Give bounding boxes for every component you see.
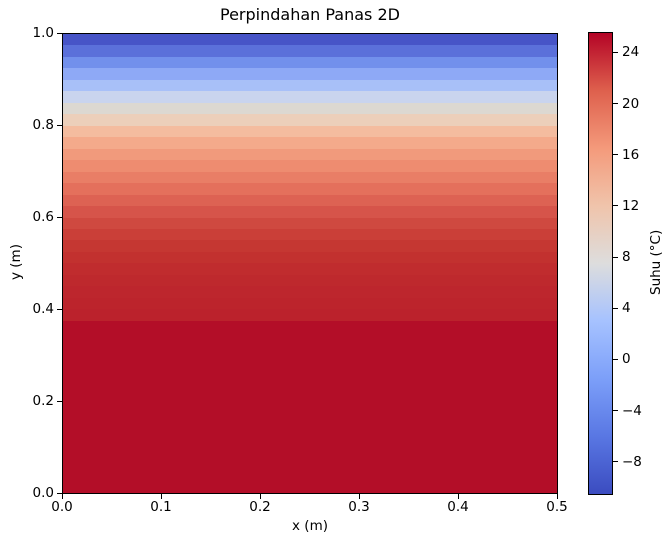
y-tick-mark <box>57 400 62 402</box>
colorbar-tick-mark <box>613 205 618 207</box>
heatmap-band <box>63 114 557 126</box>
x-tick-label: 0.0 <box>51 499 73 515</box>
colorbar-tick-label: 24 <box>622 44 640 61</box>
x-tick-mark <box>160 494 162 499</box>
heatmap-band <box>63 251 557 264</box>
colorbar-tick-label: 8 <box>622 249 631 266</box>
heatmap-band <box>63 309 557 321</box>
colorbar-tick-label: −4 <box>622 402 642 419</box>
y-tick-mark <box>57 216 62 218</box>
heatmap-band <box>63 263 557 275</box>
x-tick-mark <box>259 494 261 499</box>
y-axis-label: y (m) <box>8 244 24 280</box>
x-tick-label: 0.1 <box>150 499 172 515</box>
heatmap-band <box>63 45 557 57</box>
colorbar-tick-label: 4 <box>622 300 631 317</box>
y-tick-label: 0.4 <box>32 301 54 317</box>
y-tick-label: 0.0 <box>32 485 54 501</box>
heatmap-band <box>63 34 557 46</box>
heatmap-band <box>63 217 557 229</box>
colorbar-tick-label: −8 <box>622 453 642 470</box>
x-tick-label: 0.5 <box>546 499 568 515</box>
x-tick-label: 0.4 <box>447 499 469 515</box>
x-axis-label: x (m) <box>292 518 328 534</box>
colorbar-tick-label: 16 <box>622 146 640 163</box>
colorbar-tick-mark <box>613 358 618 360</box>
heatmap-band <box>63 297 557 310</box>
heatmap-band <box>63 56 557 69</box>
colorbar-tick-label: 20 <box>622 95 640 112</box>
x-tick-label: 0.2 <box>249 499 271 515</box>
y-tick-label: 0.8 <box>32 117 54 133</box>
heatmap-band <box>63 183 557 195</box>
heatmap-band <box>63 320 557 493</box>
heatmap-plot-area <box>62 33 558 494</box>
heatmap-band <box>63 68 557 80</box>
x-tick-mark <box>358 494 360 499</box>
heatmap-band <box>63 125 557 138</box>
y-tick-label: 0.2 <box>32 393 54 409</box>
heatmap-band <box>63 137 557 149</box>
colorbar-tick-mark <box>613 51 618 53</box>
y-tick-label: 1.0 <box>32 25 54 41</box>
heatmap-band <box>63 91 557 103</box>
x-tick-mark <box>457 494 459 499</box>
heatmap-band <box>63 240 557 252</box>
heatmap-band <box>63 160 557 172</box>
x-tick-label: 0.3 <box>348 499 370 515</box>
y-tick-mark <box>57 308 62 310</box>
colorbar-tick-mark <box>613 256 618 258</box>
heatmap-band <box>63 194 557 207</box>
colorbar-tick-mark <box>613 307 618 309</box>
y-tick-mark <box>57 124 62 126</box>
heatmap-band <box>63 228 557 241</box>
colorbar-tick-mark <box>613 154 618 156</box>
heatmap-band <box>63 171 557 184</box>
heatmap-band <box>63 102 557 115</box>
colorbar-gradient <box>588 32 613 495</box>
colorbar-tick-mark <box>613 103 618 105</box>
heatmap-band <box>63 148 557 161</box>
heatmap-band <box>63 286 557 298</box>
colorbar-tick-mark <box>613 410 618 412</box>
y-tick-mark <box>57 32 62 34</box>
chart-title: Perpindahan Panas 2D <box>220 5 400 24</box>
heatmap-band <box>63 206 557 218</box>
colorbar-tick-label: 0 <box>622 351 631 368</box>
heatmap-band <box>63 79 557 92</box>
y-tick-mark <box>57 492 62 494</box>
colorbar-tick-mark <box>613 461 618 463</box>
x-tick-mark <box>556 494 558 499</box>
x-tick-mark <box>61 494 63 499</box>
colorbar-tick-label: 12 <box>622 197 640 214</box>
y-tick-label: 0.6 <box>32 209 54 225</box>
heatmap-band <box>63 274 557 287</box>
